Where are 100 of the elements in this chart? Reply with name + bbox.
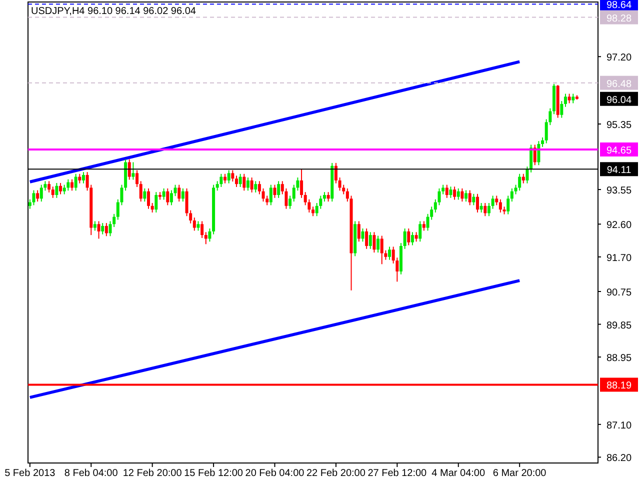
- candlestick: [108, 220, 112, 237]
- candlestick: [560, 100, 564, 118]
- ref-line-label: 94.11: [606, 165, 632, 176]
- candlestick: [522, 173, 525, 184]
- candlestick: [526, 166, 529, 184]
- candlestick: [181, 188, 184, 202]
- candlestick: [97, 220, 100, 240]
- y-tick-label: 86.20: [606, 453, 632, 464]
- candlestick: [136, 170, 139, 188]
- candlestick: [147, 188, 150, 210]
- candlestick: [357, 220, 360, 242]
- candlestick: [258, 180, 261, 195]
- x-tick-label: 22 Feb 20:00: [306, 468, 366, 479]
- ref-line-label: 88.19: [606, 380, 632, 392]
- y-tick-label: 89.85: [606, 320, 632, 332]
- candlestick: [48, 180, 51, 193]
- candlestick: [518, 173, 522, 192]
- candlestick: [414, 232, 418, 242]
- y-tick-label: 95.35: [606, 120, 632, 131]
- candlestick: [170, 190, 173, 206]
- candlestick: [238, 173, 242, 188]
- candlestick: [262, 188, 265, 202]
- candlestick: [192, 217, 196, 232]
- chart-title: USDJPY,H4 96.10 96.14 96.02 96.04: [31, 6, 196, 17]
- candlestick: [227, 170, 230, 184]
- ref-line-label: 98.64: [606, 0, 632, 12]
- candlestick: [410, 232, 414, 246]
- candlestick: [277, 180, 280, 198]
- y-tick-label: 87.10: [606, 420, 632, 432]
- candlestick: [150, 202, 154, 213]
- y-tick-label: 92.60: [606, 220, 632, 232]
- candlestick: [204, 232, 208, 245]
- candlestick: [74, 173, 78, 192]
- candlestick: [93, 220, 96, 232]
- candlestick: [300, 169, 304, 198]
- candlestick: [128, 158, 131, 180]
- ref-line-label: 98.28: [606, 13, 632, 24]
- candlestick: [480, 202, 483, 213]
- candlestick: [196, 220, 200, 232]
- candlestick: [78, 173, 82, 184]
- candlestick: [468, 190, 472, 206]
- candlestick: [288, 195, 292, 210]
- candlestick: [568, 93, 571, 104]
- candlestick: [334, 162, 338, 184]
- candlestick: [487, 202, 490, 217]
- candlestick: [407, 228, 410, 246]
- candlestick: [564, 93, 567, 108]
- candlestick: [250, 177, 254, 193]
- candlestick: [541, 136, 544, 148]
- ref-line-label: 94.65: [606, 145, 632, 156]
- candlestick: [326, 192, 330, 202]
- candlestick: [246, 177, 250, 192]
- candlestick: [445, 184, 448, 198]
- candlestick: [139, 180, 142, 202]
- candlestick: [453, 186, 456, 200]
- candlestick: [132, 162, 135, 180]
- candlestick: [51, 186, 54, 198]
- candlestick: [572, 93, 575, 104]
- candlestick: [346, 188, 349, 202]
- candlestick: [220, 173, 223, 188]
- candlestick: [361, 228, 364, 242]
- y-tick-label: 97.20: [606, 52, 632, 64]
- y-tick-label: 90.75: [606, 287, 632, 298]
- candlestick: [422, 220, 426, 232]
- candlestick: [112, 213, 116, 228]
- candlestick: [143, 188, 146, 202]
- candlestick: [368, 232, 372, 250]
- candlestick: [376, 235, 380, 254]
- candlestick: [174, 184, 177, 197]
- candlestick: [418, 220, 422, 242]
- candlestick: [273, 184, 276, 198]
- candlestick: [224, 173, 227, 184]
- candlestick: [166, 188, 170, 206]
- candlestick: [312, 206, 314, 217]
- x-tick-label: 20 Feb 04:00: [245, 468, 305, 479]
- candlestick: [200, 220, 204, 238]
- candlestick: [442, 184, 445, 195]
- candlestick: [506, 195, 510, 215]
- candlestick: [254, 180, 258, 193]
- candlestick: [476, 193, 479, 213]
- y-tick-label: 91.70: [606, 252, 632, 264]
- candlestick: [495, 195, 498, 206]
- candlestick: [104, 222, 108, 237]
- candlestick: [101, 222, 104, 235]
- x-tick-label: 27 Feb 12:00: [368, 468, 428, 479]
- candlestick: [242, 173, 246, 192]
- candlestick: [380, 235, 384, 265]
- candlestick: [178, 184, 181, 202]
- candlestick: [510, 188, 514, 202]
- candlestick: [269, 184, 272, 206]
- candlestick: [162, 188, 166, 200]
- candlestick: [82, 172, 85, 184]
- candlestick: [55, 182, 58, 198]
- candlestick: [70, 178, 74, 192]
- candlestick: [365, 228, 368, 250]
- candlestick: [338, 177, 342, 192]
- x-tick-label: 6 Mar 20:00: [492, 468, 547, 479]
- candlestick: [484, 202, 487, 217]
- x-tick-label: 15 Feb 12:00: [184, 468, 244, 479]
- x-tick-label: 4 Mar 04:00: [432, 468, 486, 479]
